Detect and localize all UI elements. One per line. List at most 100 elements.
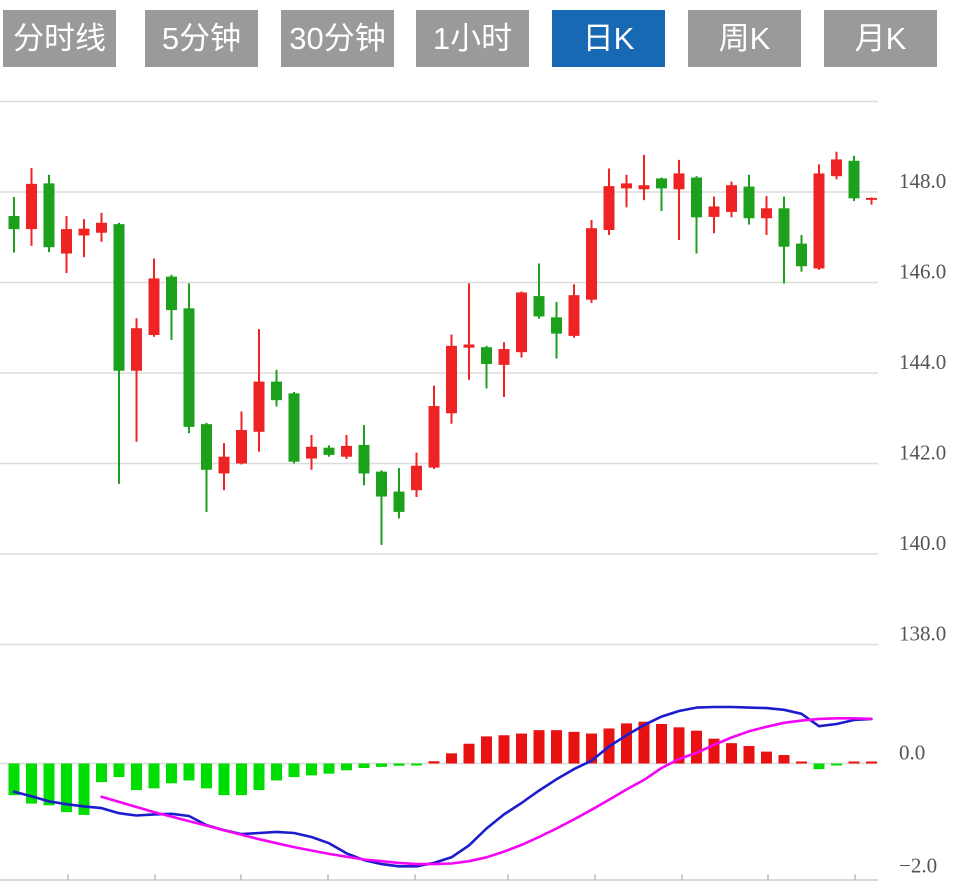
candle-body xyxy=(691,177,702,218)
macd-histogram-bar xyxy=(78,763,90,815)
macd-histogram-bar xyxy=(568,731,580,764)
candle-body xyxy=(831,159,842,177)
macd-histogram-bar xyxy=(131,763,142,791)
price-axis-label: 144.0 xyxy=(899,350,946,374)
tab-period-2[interactable]: 30分钟 xyxy=(281,10,394,67)
candle-body xyxy=(638,185,650,190)
candle-body xyxy=(113,224,125,371)
tab-period-0[interactable]: 分时线 xyxy=(3,10,116,67)
macd-histogram-bar xyxy=(411,763,422,766)
candle-body xyxy=(8,215,20,230)
candle-wick xyxy=(83,219,85,258)
candle-body xyxy=(866,197,877,200)
candle-body xyxy=(603,186,615,231)
macd-histogram-bar xyxy=(463,743,475,764)
macd-histogram-bar xyxy=(253,763,265,791)
macd-histogram-bar xyxy=(201,763,212,789)
candle-body xyxy=(481,347,492,364)
candle-body xyxy=(166,276,177,311)
candle-body xyxy=(551,317,562,334)
macd-histogram-bar xyxy=(288,763,300,778)
candle-body xyxy=(796,243,807,267)
candle-wick xyxy=(678,159,680,240)
price-axis-label: 140.0 xyxy=(899,531,946,555)
candle-body xyxy=(341,445,352,457)
candle-body xyxy=(761,208,772,219)
macd-histogram-bar xyxy=(376,763,387,767)
candle-body xyxy=(236,430,247,464)
macd-histogram-bar xyxy=(358,763,370,769)
macd-axis-label: 0.0 xyxy=(899,741,925,765)
candle-body xyxy=(61,229,72,254)
candle-body xyxy=(26,183,37,230)
macd-histogram-bar xyxy=(761,751,772,764)
candle-body xyxy=(201,424,212,470)
candle-body xyxy=(428,406,440,468)
price-axis-label: 148.0 xyxy=(899,169,946,193)
macd-histogram-bar xyxy=(813,763,825,770)
candle-body xyxy=(78,228,90,236)
candle-wick xyxy=(870,197,873,205)
price-axis-label: 142.0 xyxy=(899,441,946,465)
candle-body xyxy=(393,491,405,512)
candle-body xyxy=(463,344,475,348)
macd-histogram-bar xyxy=(831,763,842,766)
candle-body xyxy=(446,345,457,414)
candle-body xyxy=(183,308,195,427)
macd-histogram-bar xyxy=(148,763,160,789)
macd-histogram-bar xyxy=(866,761,877,764)
macd-histogram-bar xyxy=(166,763,177,784)
macd-histogram-bar xyxy=(796,761,807,764)
candle-body xyxy=(673,173,685,190)
candle-body xyxy=(131,328,142,371)
macd-histogram-bar xyxy=(61,763,72,813)
candle-wick xyxy=(503,342,505,397)
macd-histogram-bar xyxy=(778,755,790,764)
macd-histogram-bar xyxy=(113,763,125,778)
candle-body xyxy=(358,444,370,474)
candle-body xyxy=(621,183,632,189)
candle-body xyxy=(271,381,282,401)
macd-histogram-bar xyxy=(551,730,562,764)
macd-histogram-bar xyxy=(43,763,55,806)
candle-body xyxy=(411,465,422,491)
chart-period-tabbar: 分时线 5分钟 30分钟 1小时 日K 周K 月K xyxy=(0,0,957,70)
candle-body xyxy=(516,292,527,353)
candle-body xyxy=(376,471,387,497)
candle-wick xyxy=(485,345,488,389)
macd-histogram-bar xyxy=(428,761,440,764)
macd-histogram-bar xyxy=(533,730,545,764)
tab-period-5[interactable]: 周K xyxy=(688,10,801,67)
macd-histogram-bar xyxy=(236,763,247,796)
candle-body xyxy=(813,173,825,269)
macd-histogram-bar xyxy=(848,761,860,764)
macd-histogram-bar xyxy=(341,763,352,771)
candle-body xyxy=(708,206,720,217)
macd-histogram-bar xyxy=(586,733,597,764)
candle-wick xyxy=(538,263,540,319)
macd-histogram-bar xyxy=(638,721,650,764)
tab-period-6[interactable]: 月K xyxy=(824,10,937,67)
candle-wick xyxy=(625,174,628,208)
macd-dea-line xyxy=(100,716,873,866)
macd-histogram-bar xyxy=(708,738,720,764)
tab-period-4-active[interactable]: 日K xyxy=(552,10,665,67)
tab-period-1[interactable]: 5分钟 xyxy=(145,10,258,67)
macd-histogram-bar xyxy=(621,723,632,764)
candle-body xyxy=(148,278,160,335)
macd-histogram-bar xyxy=(323,763,335,774)
macd-histogram-bar xyxy=(306,763,317,776)
macd-histogram-bar xyxy=(481,736,492,764)
tab-period-3[interactable]: 1小时 xyxy=(416,10,529,67)
candle-wick xyxy=(643,154,645,201)
macd-histogram-bar xyxy=(26,763,37,804)
macd-histogram-bar xyxy=(446,753,457,764)
candle-body xyxy=(656,178,667,189)
price-axis-label: 146.0 xyxy=(899,260,946,284)
macd-histogram-bar xyxy=(271,763,282,781)
candle-body xyxy=(586,228,597,300)
macd-dif-line xyxy=(12,705,873,868)
candle-body xyxy=(498,349,510,365)
candle-body xyxy=(778,208,790,247)
